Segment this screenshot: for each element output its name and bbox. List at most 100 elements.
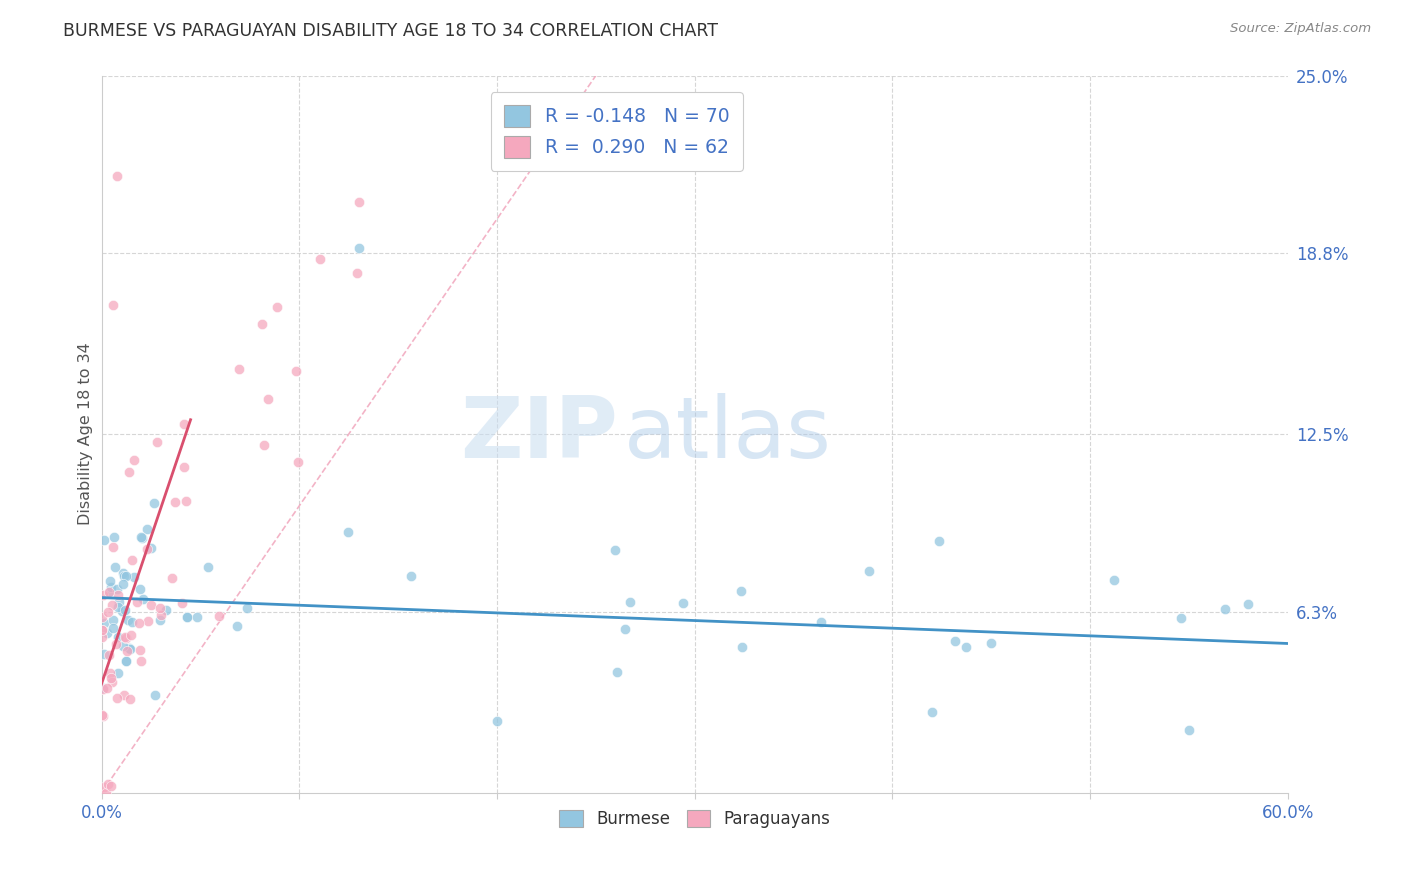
Point [165, 494, 187, 508]
Point [107, 631, 129, 645]
Point [104, 559, 127, 574]
Point [105, 690, 128, 705]
Point [96, 777, 118, 791]
Text: atlas: atlas [623, 392, 831, 475]
Point [121, 615, 143, 630]
Point [117, 614, 139, 628]
Point [1102, 573, 1125, 587]
Point [172, 596, 194, 610]
Point [149, 601, 172, 615]
Point [347, 241, 370, 255]
Point [101, 675, 124, 690]
Point [107, 594, 129, 608]
Point [100, 779, 122, 793]
Point [100, 580, 122, 594]
Legend: Burmese, Paraguayans: Burmese, Paraguayans [553, 803, 837, 835]
Point [115, 654, 138, 668]
Point [136, 522, 159, 536]
Point [135, 541, 157, 556]
Point [100, 671, 122, 685]
Point [176, 494, 198, 508]
Point [921, 706, 943, 720]
Point [129, 643, 152, 657]
Point [90, 631, 112, 645]
Point [98, 584, 121, 599]
Point [107, 169, 129, 183]
Point [208, 609, 231, 624]
Point [139, 541, 162, 555]
Point [1170, 611, 1192, 625]
Point [90, 708, 112, 723]
Point [128, 582, 150, 596]
Point [136, 614, 159, 628]
Point [236, 600, 259, 615]
Point [98, 584, 121, 599]
Point [606, 665, 628, 679]
Point [142, 496, 165, 510]
Point [131, 531, 153, 545]
Point [155, 603, 177, 617]
Point [176, 609, 198, 624]
Point [117, 465, 139, 479]
Point [120, 628, 142, 642]
Point [176, 610, 198, 624]
Point [346, 266, 368, 280]
Point [128, 615, 150, 630]
Point [486, 714, 509, 728]
Point [337, 524, 360, 539]
Point [98, 574, 121, 589]
Point [111, 604, 134, 618]
Point [107, 600, 129, 615]
Point [943, 633, 966, 648]
Point [122, 570, 145, 584]
Point [810, 615, 832, 630]
Point [287, 455, 309, 469]
Point [103, 530, 125, 544]
Point [1178, 723, 1201, 737]
Point [149, 607, 172, 622]
Point [121, 552, 143, 566]
Point [118, 692, 141, 706]
Point [90, 610, 112, 624]
Point [107, 665, 129, 680]
Point [97, 605, 120, 619]
Point [253, 438, 276, 452]
Point [91, 623, 114, 637]
Point [122, 452, 145, 467]
Point [955, 640, 977, 655]
Point [115, 644, 138, 658]
Point [197, 560, 219, 574]
Point [148, 613, 170, 627]
Point [186, 609, 208, 624]
Point [91, 588, 114, 602]
Point [118, 642, 141, 657]
Point [349, 194, 371, 209]
Y-axis label: Disability Age 18 to 34: Disability Age 18 to 34 [79, 343, 93, 525]
Point [131, 654, 153, 668]
Text: Source: ZipAtlas.com: Source: ZipAtlas.com [1230, 22, 1371, 36]
Point [228, 362, 250, 376]
Point [111, 566, 134, 580]
Point [112, 639, 135, 653]
Text: ZIP: ZIP [460, 392, 617, 475]
Point [93, 709, 115, 723]
Point [731, 640, 754, 654]
Point [145, 688, 167, 702]
Point [226, 619, 249, 633]
Point [129, 530, 152, 544]
Text: BURMESE VS PARAGUAYAN DISABILITY AGE 18 TO 34 CORRELATION CHART: BURMESE VS PARAGUAYAN DISABILITY AGE 18 … [63, 22, 718, 40]
Point [104, 638, 127, 652]
Point [93, 780, 115, 794]
Point [928, 533, 950, 548]
Point [114, 631, 136, 645]
Point [132, 591, 155, 606]
Point [103, 298, 125, 312]
Point [93, 533, 115, 548]
Point [672, 596, 695, 610]
Point [125, 595, 148, 609]
Point [730, 584, 752, 599]
Point [139, 598, 162, 612]
Point [162, 571, 184, 585]
Point [266, 300, 288, 314]
Point [115, 631, 138, 645]
